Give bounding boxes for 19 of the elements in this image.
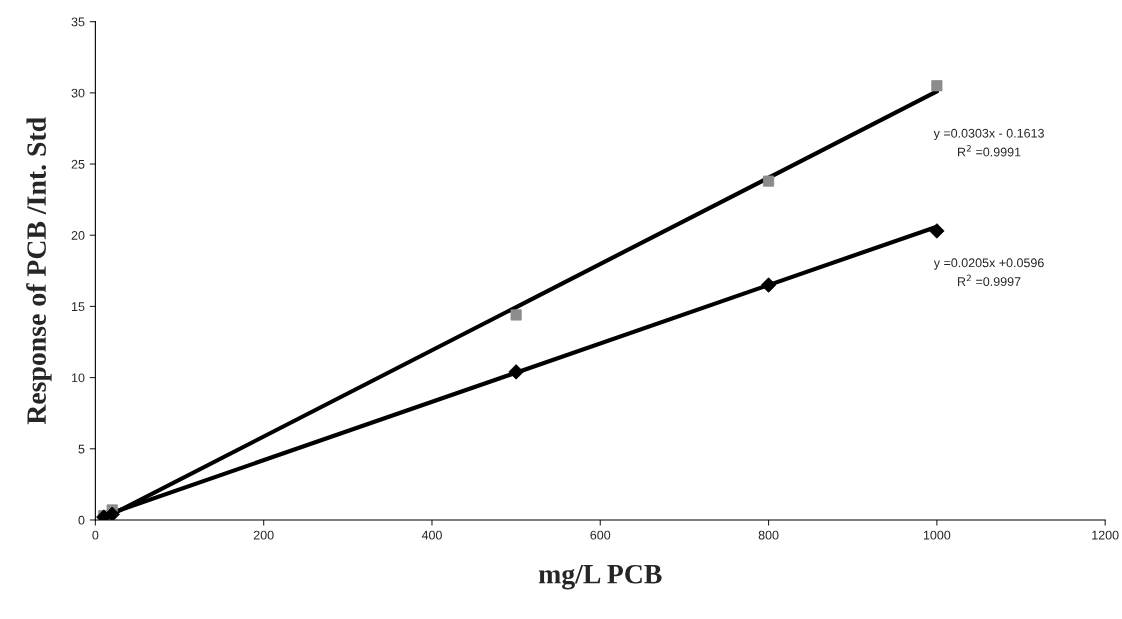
y-tick-label: 20 [71, 231, 85, 240]
x-tick-label: 800 [758, 530, 779, 540]
y-tick-label: 5 [78, 444, 85, 454]
x-tick-label: 1000 [923, 530, 951, 540]
y-tick-label: 10 [72, 373, 85, 383]
x-tick-label: 600 [590, 530, 611, 540]
y-tick-label: 30 [71, 88, 85, 98]
y-tick-label: 0 [78, 515, 85, 525]
x-axis-title: mg/L PCB [538, 564, 662, 590]
y-tick-label: 15 [72, 302, 85, 312]
x-tick-label: 400 [421, 530, 442, 540]
y-tick-label: 35 [71, 17, 85, 27]
y-tick-label: 25 [71, 159, 85, 169]
x-tick-label: 200 [253, 530, 274, 540]
x-tick-label: 0 [92, 530, 99, 540]
y-axis-title: Response of PCB /Int. Std [26, 117, 52, 425]
annotation: y =0.0205x +0.0596 R$^{2}$ =0.9997 [933, 258, 1044, 287]
annotation: y =0.0303x - 0.1613 R$^{2}$ =0.9991 [933, 128, 1044, 157]
x-tick-label: 1200 [1092, 530, 1119, 540]
